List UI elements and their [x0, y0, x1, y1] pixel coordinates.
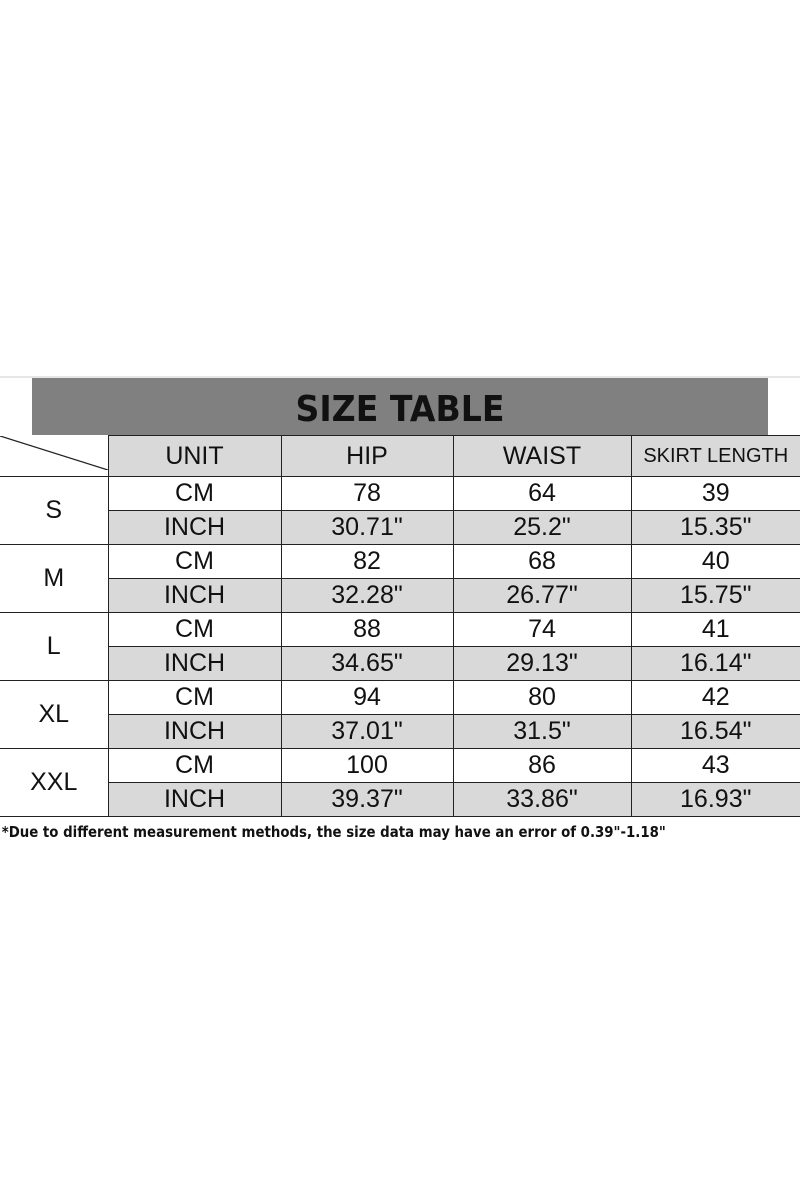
waist-cell: 33.86"	[452, 782, 632, 817]
hip-cell: 39.37"	[280, 782, 454, 817]
header-skirt-length: SKIRT LENGTH	[630, 435, 800, 477]
unit-cell: CM	[107, 476, 282, 511]
hip-cell: 78	[280, 476, 454, 511]
table-row-cm: S CM 78 64 39	[0, 476, 800, 545]
skirt-length-cell: 42	[630, 680, 800, 715]
hip-cell: 94	[280, 680, 454, 715]
waist-cell: 26.77"	[452, 578, 632, 613]
hip-cell: 32.28"	[280, 578, 454, 613]
unit-cell: CM	[107, 544, 282, 579]
hip-cell: 34.65"	[280, 646, 454, 681]
size-label: L	[0, 612, 109, 681]
skirt-length-cell: 15.75"	[630, 578, 800, 613]
header-unit: UNIT	[107, 435, 282, 477]
skirt-length-cell: 39	[630, 476, 800, 511]
diagonal-corner-cell	[0, 435, 109, 477]
hip-cell: 82	[280, 544, 454, 579]
table-row-inch: INCH 34.65" 29.13" 16.14"	[0, 646, 800, 681]
unit-cell: INCH	[107, 646, 282, 681]
diagonal-line	[0, 435, 107, 470]
table-row-inch: INCH 32.28" 26.77" 15.75"	[0, 578, 800, 613]
table-row-inch: INCH 37.01" 31.5" 16.54"	[0, 714, 800, 749]
size-label: S	[0, 476, 109, 545]
skirt-length-cell: 43	[630, 748, 800, 783]
header-waist: WAIST	[452, 435, 632, 477]
table-row-cm: XXL CM 100 86 43	[0, 748, 800, 817]
size-table: UNIT HIP WAIST SKIRT LENGTH S CM 78 64 39 INC…	[0, 435, 800, 817]
waist-cell: 74	[452, 612, 632, 647]
unit-cell: INCH	[107, 578, 282, 613]
skirt-length-cell: 16.93"	[630, 782, 800, 817]
measurement-note: *Due to different measurement methods, t…	[1, 823, 666, 841]
skirt-length-cell: 15.35"	[630, 510, 800, 545]
skirt-length-cell: 16.54"	[630, 714, 800, 749]
size-table-container: SIZE TABLE UNIT HIP WAIST SKIRT LENGTH S…	[0, 376, 800, 841]
waist-cell: 29.13"	[452, 646, 632, 681]
unit-cell: INCH	[107, 714, 282, 749]
hip-cell: 100	[280, 748, 454, 783]
waist-cell: 68	[452, 544, 632, 579]
size-label: XXL	[0, 748, 109, 817]
table-row-inch: INCH 39.37" 33.86" 16.93"	[0, 782, 800, 817]
hip-cell: 30.71"	[280, 510, 454, 545]
unit-cell: INCH	[107, 510, 282, 545]
table-row-cm: XL CM 94 80 42	[0, 680, 800, 749]
hip-cell: 37.01"	[280, 714, 454, 749]
skirt-length-cell: 40	[630, 544, 800, 579]
table-row-inch: INCH 30.71" 25.2" 15.35"	[0, 510, 800, 545]
table-title: SIZE TABLE	[32, 378, 768, 435]
unit-cell: CM	[107, 612, 282, 647]
unit-cell: INCH	[107, 782, 282, 817]
waist-cell: 25.2"	[452, 510, 632, 545]
waist-cell: 64	[452, 476, 632, 511]
size-label: XL	[0, 680, 109, 749]
waist-cell: 80	[452, 680, 632, 715]
size-label: M	[0, 544, 109, 613]
waist-cell: 31.5"	[452, 714, 632, 749]
skirt-length-cell: 41	[630, 612, 800, 647]
table-row-cm: L CM 88 74 41	[0, 612, 800, 681]
skirt-length-cell: 16.14"	[630, 646, 800, 681]
unit-cell: CM	[107, 748, 282, 783]
hip-cell: 88	[280, 612, 454, 647]
header-row: UNIT HIP WAIST SKIRT LENGTH	[0, 435, 800, 477]
header-hip: HIP	[280, 435, 454, 477]
unit-cell: CM	[107, 680, 282, 715]
table-row-cm: M CM 82 68 40	[0, 544, 800, 613]
waist-cell: 86	[452, 748, 632, 783]
divider	[0, 376, 800, 378]
